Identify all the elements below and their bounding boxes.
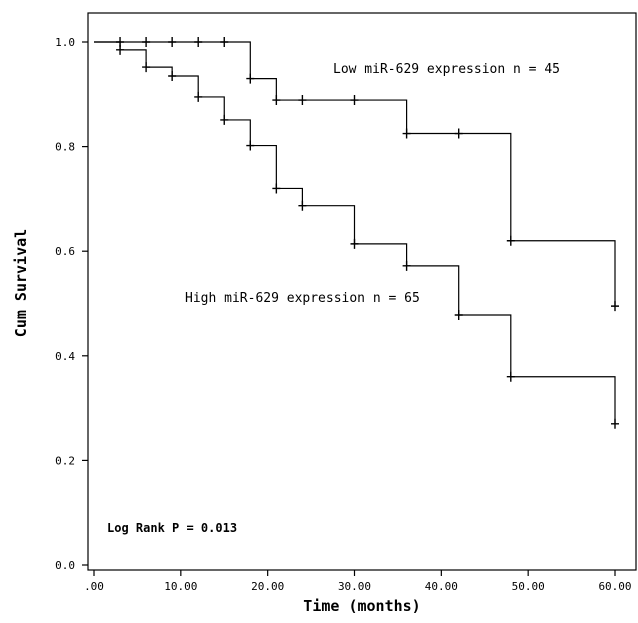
series-0-censor-9 <box>402 128 411 139</box>
series-0-censor-6 <box>272 95 281 106</box>
series-0-censor-8 <box>350 95 359 106</box>
annotation-log-rank: Log Rank P = 0.013 <box>107 521 237 535</box>
x-tick-label-2: 20.00 <box>251 580 284 593</box>
x-axis-title: Time (months) <box>303 597 420 615</box>
y-tick-label-4: 0.8 <box>55 141 75 154</box>
x-tick-label-5: 50.00 <box>512 580 545 593</box>
series-1-censor-7 <box>298 200 307 211</box>
annotation-low-expression: Low miR-629 expression n = 45 <box>333 62 560 77</box>
series-1-censor-11 <box>506 371 515 382</box>
annotation-high-expression: High miR-629 expression n = 65 <box>185 291 420 306</box>
x-tick-label-1: 10.00 <box>164 580 197 593</box>
y-axis-ticks: 0.0 0.2 0.4 0.6 0.8 1.0 <box>55 36 88 572</box>
series-1-censor-12 <box>611 418 619 429</box>
series-0 <box>94 37 619 312</box>
series-0-censor-12 <box>611 301 619 312</box>
series-0-censor-10 <box>454 128 463 139</box>
series-1-censor-4 <box>220 114 229 125</box>
series-1-censor-0 <box>116 44 125 55</box>
x-tick-label-0: .00 <box>84 580 104 593</box>
series-1-censor-2 <box>168 70 177 81</box>
series-layer <box>94 37 619 429</box>
x-tick-label-6: 60.00 <box>598 580 631 593</box>
series-0-censor-1 <box>142 37 151 47</box>
series-1-censor-8 <box>350 238 359 249</box>
series-0-censor-5 <box>246 73 255 84</box>
series-0-censor-4 <box>220 37 229 47</box>
series-1-line <box>94 41 616 424</box>
x-tick-label-3: 30.00 <box>338 580 371 593</box>
series-1-censor-10 <box>454 310 463 321</box>
series-0-censor-2 <box>168 37 177 47</box>
series-0-censor-7 <box>298 95 307 106</box>
x-tick-label-4: 40.00 <box>425 580 458 593</box>
series-1-censor-9 <box>402 260 411 271</box>
series-1-censor-3 <box>194 91 203 102</box>
series-0-censor-3 <box>194 37 203 47</box>
y-axis-title: Cum Survival <box>12 229 30 337</box>
series-1-censor-6 <box>272 183 281 194</box>
series-1-censor-5 <box>246 140 255 151</box>
y-tick-label-5: 1.0 <box>55 36 75 49</box>
x-axis-ticks: .00 10.00 20.00 30.00 40.00 50.00 60.00 <box>84 570 632 593</box>
y-tick-label-3: 0.6 <box>55 245 75 258</box>
series-1 <box>94 41 619 429</box>
series-1-censor-1 <box>142 62 151 73</box>
series-0-line <box>94 41 616 307</box>
y-tick-label-2: 0.4 <box>55 350 75 363</box>
plot-frame <box>87 12 637 571</box>
y-tick-label-1: 0.2 <box>55 454 75 467</box>
y-tick-label-0: 0.0 <box>55 559 75 572</box>
series-0-censor-11 <box>506 235 515 246</box>
